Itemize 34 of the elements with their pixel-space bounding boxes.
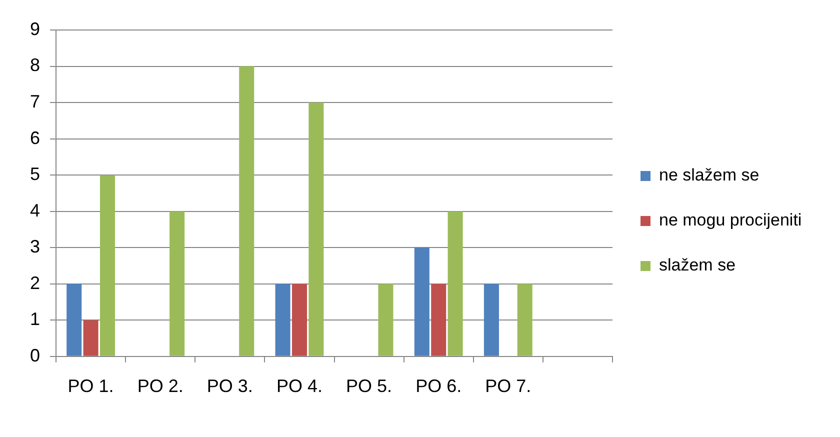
bar <box>275 284 290 356</box>
x-tick-label: PO 4. <box>276 376 322 396</box>
bar <box>100 175 115 356</box>
y-tick-label: 5 <box>30 164 40 184</box>
x-tick-label: PO 1. <box>68 376 114 396</box>
bar <box>448 211 463 356</box>
y-tick-label: 0 <box>30 345 40 366</box>
y-tick-label: 6 <box>30 128 40 148</box>
bar <box>170 211 185 356</box>
bar <box>484 284 499 356</box>
y-tick-label: 9 <box>30 18 40 39</box>
bar <box>83 320 98 356</box>
bar <box>517 284 532 356</box>
y-tick-label: 4 <box>30 200 40 220</box>
x-tick-label: PO 2. <box>137 376 184 396</box>
bar <box>431 284 446 356</box>
bar <box>66 284 82 356</box>
y-tick-label: 1 <box>30 309 40 330</box>
bar <box>239 66 254 356</box>
legend-label: ne slažem se <box>659 166 760 185</box>
y-tick-label: 7 <box>30 92 40 112</box>
bar <box>292 284 307 356</box>
x-tick-label: PO 3. <box>206 376 253 396</box>
x-tick-label: PO 5. <box>346 376 392 396</box>
bar <box>308 102 324 356</box>
bar <box>414 248 430 356</box>
legend-label: slažem se <box>659 256 736 275</box>
x-tick-label: PO 7. <box>485 376 532 396</box>
y-tick-label: 2 <box>30 272 40 293</box>
legend-label: ne mogu procijeniti <box>659 210 802 230</box>
y-tick-label: 8 <box>30 55 40 76</box>
bar <box>378 284 394 356</box>
x-tick-label: PO 6. <box>416 376 462 396</box>
y-tick-label: 3 <box>30 236 40 257</box>
